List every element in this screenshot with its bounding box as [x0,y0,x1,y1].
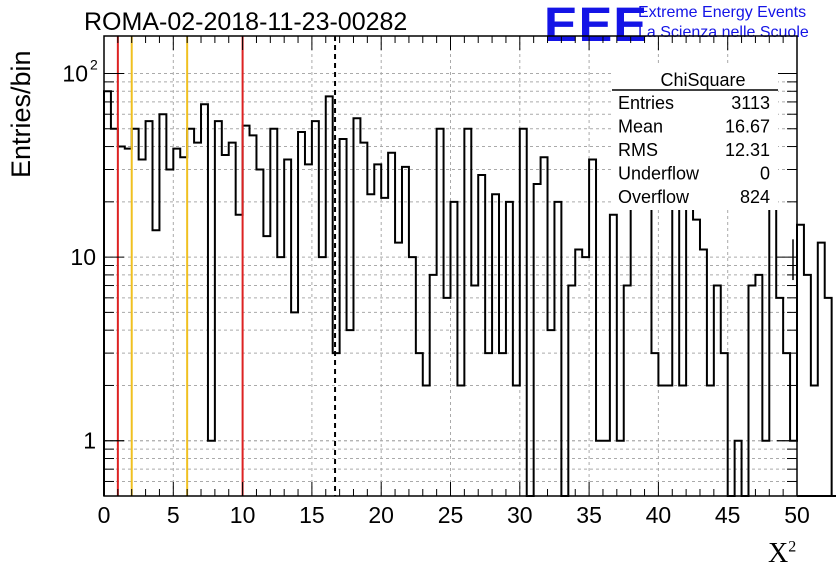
stats-name: ChiSquare [660,70,745,90]
histogram-bars [103,90,836,497]
stats-value: 16.67 [725,117,770,137]
stats-value: 0 [760,164,770,184]
y-tick-label: 10 [62,60,88,86]
stats-label: Entries [618,93,674,113]
x-tick-label: 35 [576,502,602,528]
x-tick-label: 40 [646,502,672,528]
stats-label: Mean [618,117,663,137]
x-tick-label: 5 [167,502,180,528]
x-tick-label: 30 [507,502,533,528]
stats-value: 3113 [731,93,770,113]
x-axis-label: X2 [768,538,796,570]
stats-label: Overflow [618,187,690,207]
y-tick-label-sup: 2 [90,56,98,72]
stats-label: RMS [618,140,658,160]
x-axis-label-text: X [768,538,789,569]
stats-label: Underflow [618,164,700,184]
y-tick-label: 1 [83,428,96,454]
x-tick-label: 50 [784,502,810,528]
plot-title: ROMA-02-2018-11-23-00282 [84,8,408,36]
x-tick-label: 45 [715,502,741,528]
stats-value: 824 [740,187,770,207]
x-tick-label: 25 [438,502,464,528]
stats-value: 12.31 [725,140,770,160]
x-tick-label: 20 [368,502,394,528]
x-tick-label: 0 [98,502,111,528]
x-tick-label: 15 [299,502,325,528]
y-tick-label: 10 [70,244,96,270]
x-axis-label-sup: 2 [788,538,797,556]
logo-line-1: Extreme Energy Events [638,4,807,21]
x-tick-label: 10 [230,502,256,528]
